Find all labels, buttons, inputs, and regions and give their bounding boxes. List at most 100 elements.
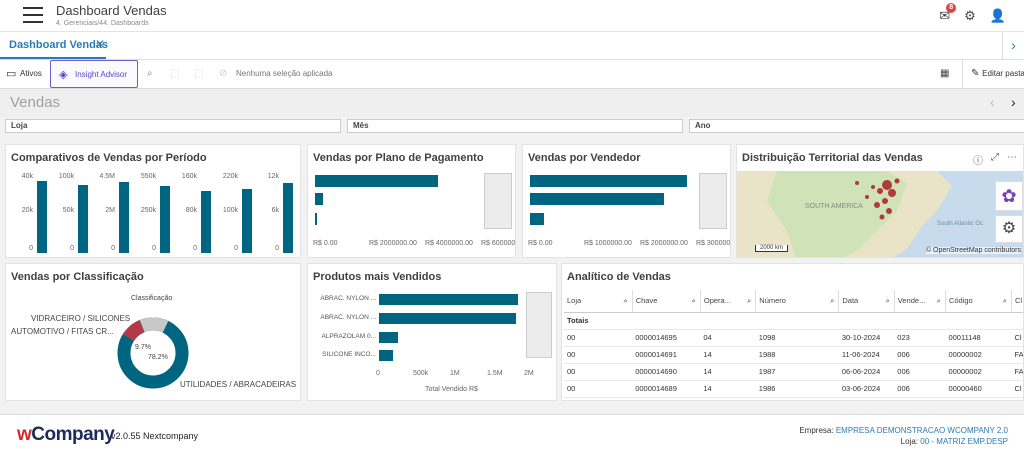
grid-icon[interactable]: ▦ [940,68,950,79]
hbar[interactable] [315,193,323,205]
filter-loja[interactable]: Loja [5,119,341,133]
insight-advisor-button[interactable]: ◈ Insight Advisor [50,60,138,88]
hbar[interactable] [315,175,438,187]
x-tick-label: R$ 2000000.00 [640,240,688,247]
version-text: v2.0.55 Nextcompany [111,431,199,441]
next-sheet-icon[interactable]: › [1011,94,1016,110]
search-icon[interactable]: ⌕ [936,295,941,305]
gear-icon[interactable]: ⚙ [964,8,976,23]
step-back-icon: ⬚ [170,68,180,79]
comparativos-chart: Comparativos de Vendas por Período 40k 20… [5,144,301,258]
empresa-label: Empresa: [799,426,834,435]
selection-status: Nenhuma seleção aplicada [236,69,333,78]
table-cell: 00 [564,329,633,347]
produto-bar[interactable] [379,294,518,305]
notifications-icon[interactable]: ✉ 8 [939,3,957,24]
comparativos-bar[interactable] [160,186,170,253]
ativos-button[interactable]: ▭ Ativos [6,68,42,80]
prev-sheet-icon[interactable]: ‹ [990,94,995,110]
comparativos-axis-label: 50k [62,207,74,214]
column-header[interactable]: Chave ⌕ [632,290,701,313]
table-row[interactable]: 00 0000014690 14 1987 06-06-2024 006 00000002 F… [564,363,1023,381]
x-tick-label: R$ 1000000.00 [584,240,632,247]
table-cell: 00000002 [945,363,1012,381]
x-tick-label: R$ 2000000.00 [369,240,417,247]
hbar[interactable] [530,213,544,225]
info-icon[interactable]: ⓘ [973,156,983,167]
settings-icon[interactable]: ⚙ [995,215,1023,243]
comparativos-axis-label: 40k [21,173,33,180]
logo-w: w [17,424,32,445]
loja-value[interactable]: 00 - MATRIZ EMP.DESP [920,437,1008,446]
comparativos-bar[interactable] [242,189,252,253]
produto-label: ALPRAZOLAM 0... [321,333,376,340]
x-tick-label: R$ 3000000.00 [696,240,731,247]
breadcrumb: 4. Gerenciais/44. Dashboards [56,20,149,27]
produto-bar[interactable] [379,313,516,324]
table-row[interactable]: 00 0000014689 14 1986 03-06-2024 006 00000460 C… [564,380,1023,398]
column-header[interactable]: Opera... ⌕ [700,290,757,313]
menu-icon[interactable] [23,7,43,23]
column-header[interactable]: Data ⌕ [838,290,895,313]
column-header[interactable]: Número ⌕ [755,290,840,313]
loja-label: Loja: [900,437,919,446]
produtos-title: Produtos mais Vendidos [313,271,442,283]
chart-scrollbar[interactable] [699,173,727,229]
assistant-icon[interactable]: ✿ [995,181,1023,211]
column-header[interactable]: Vende... ⌕ [894,290,946,313]
x-tick-label: R$ 4000000.00 [425,240,473,247]
search-icon[interactable]: ⌕ [1002,295,1007,305]
donut-chart[interactable] [116,316,190,390]
hbar[interactable] [530,175,687,187]
chevron-right-icon[interactable]: › [1002,32,1024,60]
hbar[interactable] [315,213,317,225]
empresa-value[interactable]: EMPRESA DEMONSTRACAO WCOMPANY 2.0 [835,426,1008,435]
close-tab-icon[interactable]: ✕ [95,37,106,51]
produto-bar[interactable] [379,332,398,343]
produtos-chart: Produtos mais Vendidos ABRAC. NYLON ... A… [307,263,557,401]
edit-sheet-button[interactable]: ✎ Editar pasta [962,60,1024,88]
filter-row: Loja Mês Ano [0,119,1024,135]
column-header[interactable]: Loja ⌕ [564,290,633,313]
chart-scrollbar[interactable] [484,173,512,229]
search-icon[interactable]: ⌕ [747,295,752,305]
territory-map[interactable]: SOUTH AMERICA South Atlantic Oc 2000 km … [737,171,1023,257]
pie-label-vidraceiro: VIDRACEIRO / SILICONES [31,314,131,323]
comparativos-bar[interactable] [37,181,47,253]
plano-pagamento-chart: Vendas por Plano de Pagamento R$ 0.00 R$ … [307,144,516,258]
tab-dashboard-vendas[interactable]: Dashboard Vendas [9,39,109,51]
produto-bar[interactable] [379,350,393,361]
column-header[interactable]: Código ⌕ [945,290,1013,313]
search-icon[interactable]: ⌕ [885,295,890,305]
search-icon[interactable]: ⌕ [623,295,628,305]
comparativos-axis-label: 0 [152,245,156,252]
search-icon[interactable]: ⌕ [691,295,696,305]
analitico-table-card: Analítico de Vendas Loja ⌕ Chave ⌕ Opera..… [561,263,1024,401]
filter-ano[interactable]: Ano [689,119,1024,133]
comparativos-bar[interactable] [283,183,293,253]
smart-search-icon[interactable]: ⌕ [147,68,153,79]
empresa-info: Empresa: EMPRESA DEMONSTRACAO WCOMPANY 2… [799,426,1008,435]
filter-mes[interactable]: Mês [347,119,683,133]
comparativos-axis-label: 2M [105,207,115,214]
hbar[interactable] [530,193,664,205]
table-cell: Cl [1011,329,1023,347]
more-icon[interactable]: ⋯ [1007,152,1017,163]
table-row[interactable]: 00 0000014691 14 1988 11-06-2024 006 00000002 F… [564,346,1023,364]
table-cell: 0000014690 [632,363,701,381]
sheet-bar: Vendas ‹ › [0,89,1024,117]
table-cell: 00000460 [945,380,1012,398]
table-cell: 04 [700,329,756,347]
produtos-scrollbar[interactable] [526,292,552,358]
map-scale: 2000 km [755,245,789,252]
user-icon[interactable]: 👤 [989,8,1006,23]
column-header[interactable]: Cl [1011,290,1023,313]
expand-icon[interactable]: ⤢ [991,152,999,163]
table-cell: 006 [894,363,946,381]
comparativos-axis-label: 12k [267,173,279,180]
comparativos-bar[interactable] [78,185,88,253]
search-icon[interactable]: ⌕ [830,295,835,305]
comparativos-bar[interactable] [119,182,129,253]
comparativos-bar[interactable] [201,191,211,253]
table-row[interactable]: 00 0000014695 04 1098 30-10-2024 023 00011148 C… [564,329,1023,347]
